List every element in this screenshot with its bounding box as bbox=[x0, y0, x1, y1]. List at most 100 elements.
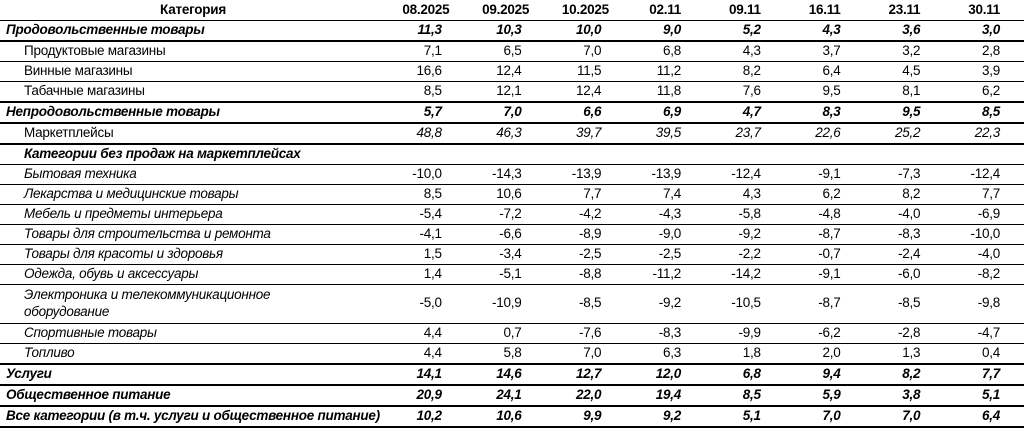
row-label-cell: Продуктовые магазины bbox=[0, 41, 386, 62]
cell-value: -4,0 bbox=[897, 206, 921, 222]
cell-value: 11,3 bbox=[417, 22, 442, 38]
cell-value: 7,7 bbox=[981, 365, 1000, 381]
cell-value: 9,4 bbox=[822, 365, 841, 381]
row-label-cell: Категории без продаж на маркетплейсах bbox=[0, 144, 386, 165]
cell-value: 25,2 bbox=[894, 125, 921, 141]
cell-value: 1,4 bbox=[423, 266, 442, 282]
cell-value: -6,2 bbox=[818, 324, 841, 340]
table-row: Мебель и предметы интерьера -5,4 -7,2 -4,2 -… bbox=[0, 205, 1024, 225]
cell-value: 9,0 bbox=[662, 22, 681, 38]
cell-value: -4,2 bbox=[578, 206, 602, 222]
row-label-cell: Продовольственные товары bbox=[0, 21, 386, 42]
row-label: Маркетплейсы bbox=[24, 125, 114, 141]
table-row: Услуги 14,1 14,6 12,7 12,0 6,8 9,4 8,2 7,7 bbox=[0, 364, 1024, 385]
cell-value: 20,9 bbox=[416, 386, 442, 402]
cell-value: 4,3 bbox=[742, 186, 761, 202]
cell-value: 12,4 bbox=[496, 63, 522, 79]
row-label: Топливо bbox=[24, 344, 75, 360]
cell-value: 7,7 bbox=[583, 186, 602, 202]
cell-value: -6,0 bbox=[897, 266, 921, 282]
cell-value: 5,9 bbox=[822, 386, 841, 402]
cell-value: -10,9 bbox=[491, 295, 522, 311]
cell-value: 0,4 bbox=[981, 344, 1000, 360]
cell-value: 6,9 bbox=[662, 104, 681, 120]
row-label: Винные магазины bbox=[24, 63, 133, 79]
cell-value: 5,1 bbox=[981, 386, 1000, 402]
row-label: Бытовая техника bbox=[24, 166, 137, 182]
cell-value: 5,2 bbox=[742, 22, 761, 38]
cell-value: 5,8 bbox=[503, 344, 522, 360]
cell-value: 23,7 bbox=[735, 125, 761, 141]
cell-value: 8,5 bbox=[742, 386, 761, 402]
cell-value: 12,4 bbox=[575, 83, 602, 99]
row-label: Лекарства и медицинские товары bbox=[24, 186, 239, 202]
cell-value: 11,5 bbox=[576, 63, 602, 79]
column-header: 02.11 bbox=[649, 1, 682, 17]
cell-value bbox=[466, 144, 546, 165]
cell-value: 19,4 bbox=[655, 386, 682, 402]
cell-value: -8,3 bbox=[897, 226, 921, 242]
column-header: 30.11 bbox=[968, 1, 1001, 17]
column-header: 23.11 bbox=[888, 1, 921, 17]
cell-value: 4,3 bbox=[822, 22, 841, 38]
cell-value: 10,6 bbox=[496, 407, 522, 423]
row-label-cell: Спортивные товары bbox=[0, 323, 386, 343]
cell-value: -5,1 bbox=[499, 266, 522, 282]
row-label: Электроника и телекоммуникационное обору… bbox=[24, 287, 271, 319]
cell-value: 6,8 bbox=[662, 43, 681, 59]
row-label: Спортивные товары bbox=[24, 324, 157, 340]
cell-value: 8,5 bbox=[423, 83, 442, 99]
row-label: Одежда, обувь и аксессуары bbox=[24, 266, 199, 282]
cell-value: 1,5 bbox=[423, 246, 442, 262]
cell-value bbox=[944, 144, 1024, 165]
cell-value: 46,3 bbox=[496, 125, 522, 141]
cell-value: 8,1 bbox=[902, 83, 921, 99]
cell-value: -9,1 bbox=[818, 266, 841, 282]
row-label-cell: Общественное питание bbox=[0, 385, 386, 406]
table-row: Общественное питание 20,9 24,1 22,0 19,4 8,5 5… bbox=[0, 385, 1024, 406]
cell-value: -9,1 bbox=[818, 166, 841, 182]
cell-value: -4,1 bbox=[419, 226, 442, 242]
cell-value: 10,2 bbox=[416, 407, 442, 423]
cell-value: 4,7 bbox=[742, 104, 761, 120]
cell-value: -11,2 bbox=[652, 266, 681, 282]
cell-value: 24,1 bbox=[496, 386, 522, 402]
table-row: Продуктовые магазины 7,1 6,5 7,0 6,8 4,3 3,7 3,… bbox=[0, 41, 1024, 62]
cell-value: 2,8 bbox=[981, 43, 1000, 59]
cell-value: -5,0 bbox=[419, 295, 442, 311]
cell-value: 9,5 bbox=[822, 83, 841, 99]
row-label-cell: Непродовольственные товары bbox=[0, 102, 386, 123]
row-label-cell: Одежда, обувь и аксессуары bbox=[0, 265, 386, 285]
row-label-cell: Маркетплейсы bbox=[0, 123, 386, 144]
cell-value: -13,9 bbox=[651, 166, 681, 182]
row-label: Табачные магазины bbox=[24, 83, 145, 99]
cell-value: 7,6 bbox=[742, 83, 761, 99]
table-row: Маркетплейсы 48,8 46,3 39,7 39,5 23,7 22,6 25,2… bbox=[0, 123, 1024, 144]
cell-value: -8,7 bbox=[818, 295, 841, 311]
cell-value: 9,9 bbox=[583, 407, 602, 423]
column-header-category: Категория bbox=[160, 1, 226, 17]
cell-value: 8,2 bbox=[742, 63, 761, 79]
cell-value: -5,8 bbox=[738, 206, 761, 222]
cell-value: 8,3 bbox=[822, 104, 841, 120]
cell-value: 8,5 bbox=[981, 104, 1000, 120]
table-row: Электроника и телекоммуникационное обору… bbox=[0, 285, 1024, 324]
table-row: Все категории (в т.ч. услуги и обществен… bbox=[0, 406, 1024, 427]
cell-value: 5,1 bbox=[742, 407, 761, 423]
cell-value bbox=[785, 144, 865, 165]
cell-value: -2,5 bbox=[658, 246, 682, 262]
cell-value: 7,0 bbox=[503, 104, 522, 120]
cell-value: 11,2 bbox=[656, 63, 682, 79]
column-header: 09.2025 bbox=[482, 1, 530, 17]
column-header: 10.2025 bbox=[561, 1, 609, 17]
cell-value: 9,5 bbox=[902, 104, 921, 120]
cell-value: 4,5 bbox=[902, 63, 921, 79]
table-row: Табачные магазины 8,5 12,1 12,4 11,8 7,6 9,5 8,… bbox=[0, 82, 1024, 102]
cell-value: -6,9 bbox=[977, 206, 1001, 222]
column-header: 08.2025 bbox=[402, 1, 450, 17]
cell-value: 3,9 bbox=[981, 63, 1000, 79]
table-row: Одежда, обувь и аксессуары 1,4 -5,1 -8,8 -11… bbox=[0, 265, 1024, 285]
cell-value: 9,2 bbox=[662, 407, 681, 423]
row-label-cell: Винные магазины bbox=[0, 62, 386, 82]
cell-value: -3,4 bbox=[499, 246, 522, 262]
